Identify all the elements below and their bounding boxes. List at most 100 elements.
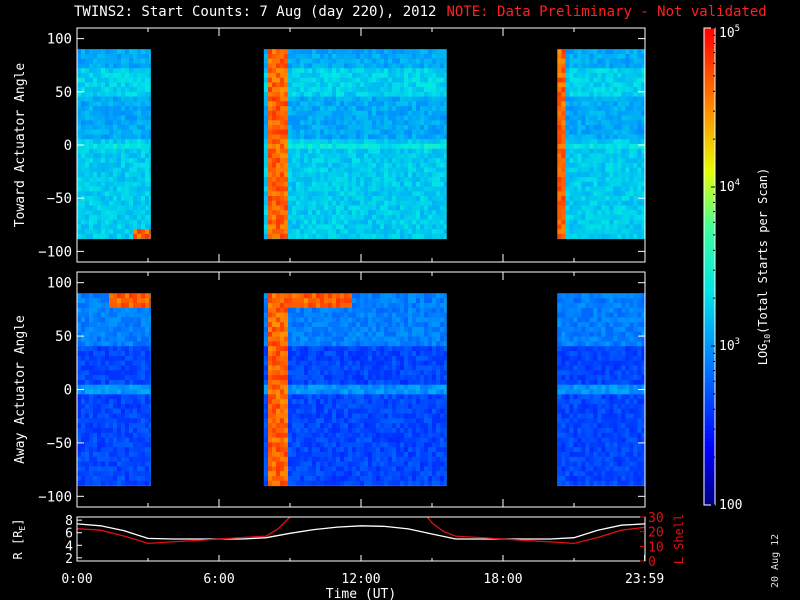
toward-heat-cell: [388, 91, 393, 98]
away-heat-cell: [81, 480, 86, 487]
away-heat-cell: [105, 442, 110, 448]
toward-heat-cell: [284, 148, 289, 154]
away-heat-cell: [332, 423, 337, 429]
away-heat-cell: [149, 442, 151, 448]
away-heat-cell: [93, 413, 98, 419]
away-heat-cell: [97, 360, 102, 367]
toward-heat-cell: [89, 101, 94, 107]
toward-heat-cell: [292, 72, 297, 79]
toward-heat-cell: [404, 49, 409, 55]
toward-heat-cell: [444, 172, 447, 178]
away-heat-cell: [324, 312, 329, 318]
away-heat-cell: [105, 423, 110, 429]
toward-heat-cell: [141, 120, 146, 126]
toward-heat-cell: [396, 91, 401, 98]
away-heat-cell: [328, 442, 333, 448]
toward-heat-cell: [412, 120, 417, 126]
toward-heat-cell: [392, 139, 397, 145]
toward-heat-cell: [581, 153, 586, 159]
away-heat-cell: [97, 432, 102, 439]
away-heat-cell: [85, 432, 90, 439]
toward-heat-cell: [589, 181, 594, 188]
toward-heat-cell: [400, 134, 405, 140]
toward-heat-cell: [577, 82, 582, 88]
toward-heat-cell: [133, 91, 138, 98]
toward-heat-cell: [557, 96, 562, 102]
toward-heat-cell: [356, 167, 361, 173]
toward-heat-cell: [85, 214, 90, 221]
toward-heat-cell: [101, 143, 106, 150]
away-heat-cell: [264, 336, 269, 342]
toward-heat-cell: [264, 143, 269, 150]
away-heat-cell: [272, 413, 277, 419]
toward-heat-cell: [420, 224, 425, 230]
toward-heat-cell: [133, 172, 138, 178]
away-heat-cell: [268, 442, 273, 448]
toward-heat-cell: [420, 200, 425, 206]
away-heat-cell: [272, 365, 277, 371]
toward-heat-cell: [420, 205, 425, 211]
away-heat-cell: [292, 370, 297, 376]
away-heat-cell: [93, 346, 98, 352]
toward-heat-cell: [264, 120, 269, 126]
toward-heat-cell: [113, 191, 118, 197]
away-heat-cell: [101, 456, 106, 463]
toward-heat-cell: [440, 158, 445, 164]
away-heat-cell: [85, 298, 90, 304]
toward-heat-cell: [133, 210, 138, 216]
away-heat-cell: [284, 293, 289, 299]
away-heat-cell: [109, 370, 114, 376]
away-heat-cell: [284, 379, 289, 386]
toward-heat-cell: [272, 167, 277, 173]
away-heat-cell: [324, 480, 329, 487]
toward-heat-cell: [348, 120, 353, 126]
toward-heat-cell: [396, 101, 401, 107]
toward-heat-cell: [392, 186, 397, 192]
toward-heat-cell: [440, 68, 445, 74]
toward-heat-cell: [320, 143, 325, 150]
toward-heat-cell: [597, 115, 602, 121]
toward-heat-cell: [356, 125, 361, 131]
toward-heat-cell: [149, 229, 151, 235]
away-heat-cell: [316, 355, 321, 362]
toward-heat-cell: [625, 233, 630, 240]
away-heat-cell: [101, 322, 106, 328]
toward-heat-cell: [360, 181, 365, 188]
toward-heat-cell: [141, 91, 146, 98]
away-heat-cell: [145, 307, 150, 314]
toward-heat-cell: [436, 219, 441, 225]
toward-heat-cell: [77, 162, 82, 169]
toward-heat-cell: [129, 120, 134, 126]
away-heat-cell: [85, 346, 90, 352]
toward-heat-cell: [388, 200, 393, 206]
away-heat-cell: [101, 365, 106, 371]
toward-heat-cell: [404, 167, 409, 173]
toward-heat-cell: [312, 91, 317, 98]
toward-heat-cell: [408, 58, 413, 64]
toward-heat-cell: [420, 153, 425, 159]
toward-heat-cell: [344, 191, 349, 197]
toward-heat-cell: [332, 181, 337, 188]
toward-heat-cell: [356, 72, 361, 79]
toward-heat-cell: [300, 82, 305, 88]
toward-heat-cell: [137, 196, 142, 202]
toward-heat-cell: [585, 58, 590, 64]
away-heat-cell: [137, 341, 142, 347]
toward-heat-cell: [561, 191, 566, 197]
toward-heat-cell: [565, 125, 570, 131]
toward-heat-cell: [300, 129, 305, 135]
away-heat-cell: [276, 317, 281, 323]
toward-heat-cell: [332, 229, 337, 235]
toward-heat-cell: [348, 87, 353, 93]
toward-heat-cell: [412, 82, 417, 88]
toward-heat-cell: [316, 148, 321, 154]
toward-heat-cell: [304, 91, 309, 98]
away-heat-cell: [268, 452, 273, 458]
toward-heat-cell: [137, 224, 142, 230]
away-heat-cell: [264, 341, 269, 347]
toward-heat-cell: [400, 167, 405, 173]
toward-heat-cell: [149, 54, 151, 60]
toward-heat-cell: [561, 186, 566, 192]
toward-heat-cell: [324, 177, 329, 183]
toward-heat-cell: [360, 196, 365, 202]
